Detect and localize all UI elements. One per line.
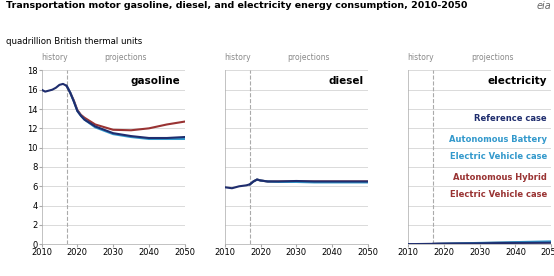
- Text: Electric Vehicle case: Electric Vehicle case: [450, 190, 547, 199]
- Text: quadrillion British thermal units: quadrillion British thermal units: [6, 37, 142, 46]
- Text: eia: eia: [536, 1, 551, 11]
- Text: diesel: diesel: [329, 76, 363, 86]
- Text: Electric Vehicle case: Electric Vehicle case: [450, 152, 547, 161]
- Text: history: history: [407, 53, 434, 62]
- Text: projections: projections: [471, 53, 514, 62]
- Text: electricity: electricity: [488, 76, 547, 86]
- Text: Autonomous Hybrid: Autonomous Hybrid: [453, 173, 547, 182]
- Text: Transportation motor gasoline, diesel, and electricity energy consumption, 2010-: Transportation motor gasoline, diesel, a…: [6, 1, 467, 10]
- Text: projections: projections: [288, 53, 330, 62]
- Text: history: history: [224, 53, 250, 62]
- Text: history: history: [41, 53, 68, 62]
- Text: gasoline: gasoline: [131, 76, 181, 86]
- Text: Reference case: Reference case: [474, 114, 547, 123]
- Text: Autonomous Battery: Autonomous Battery: [449, 135, 547, 144]
- Text: projections: projections: [104, 53, 147, 62]
